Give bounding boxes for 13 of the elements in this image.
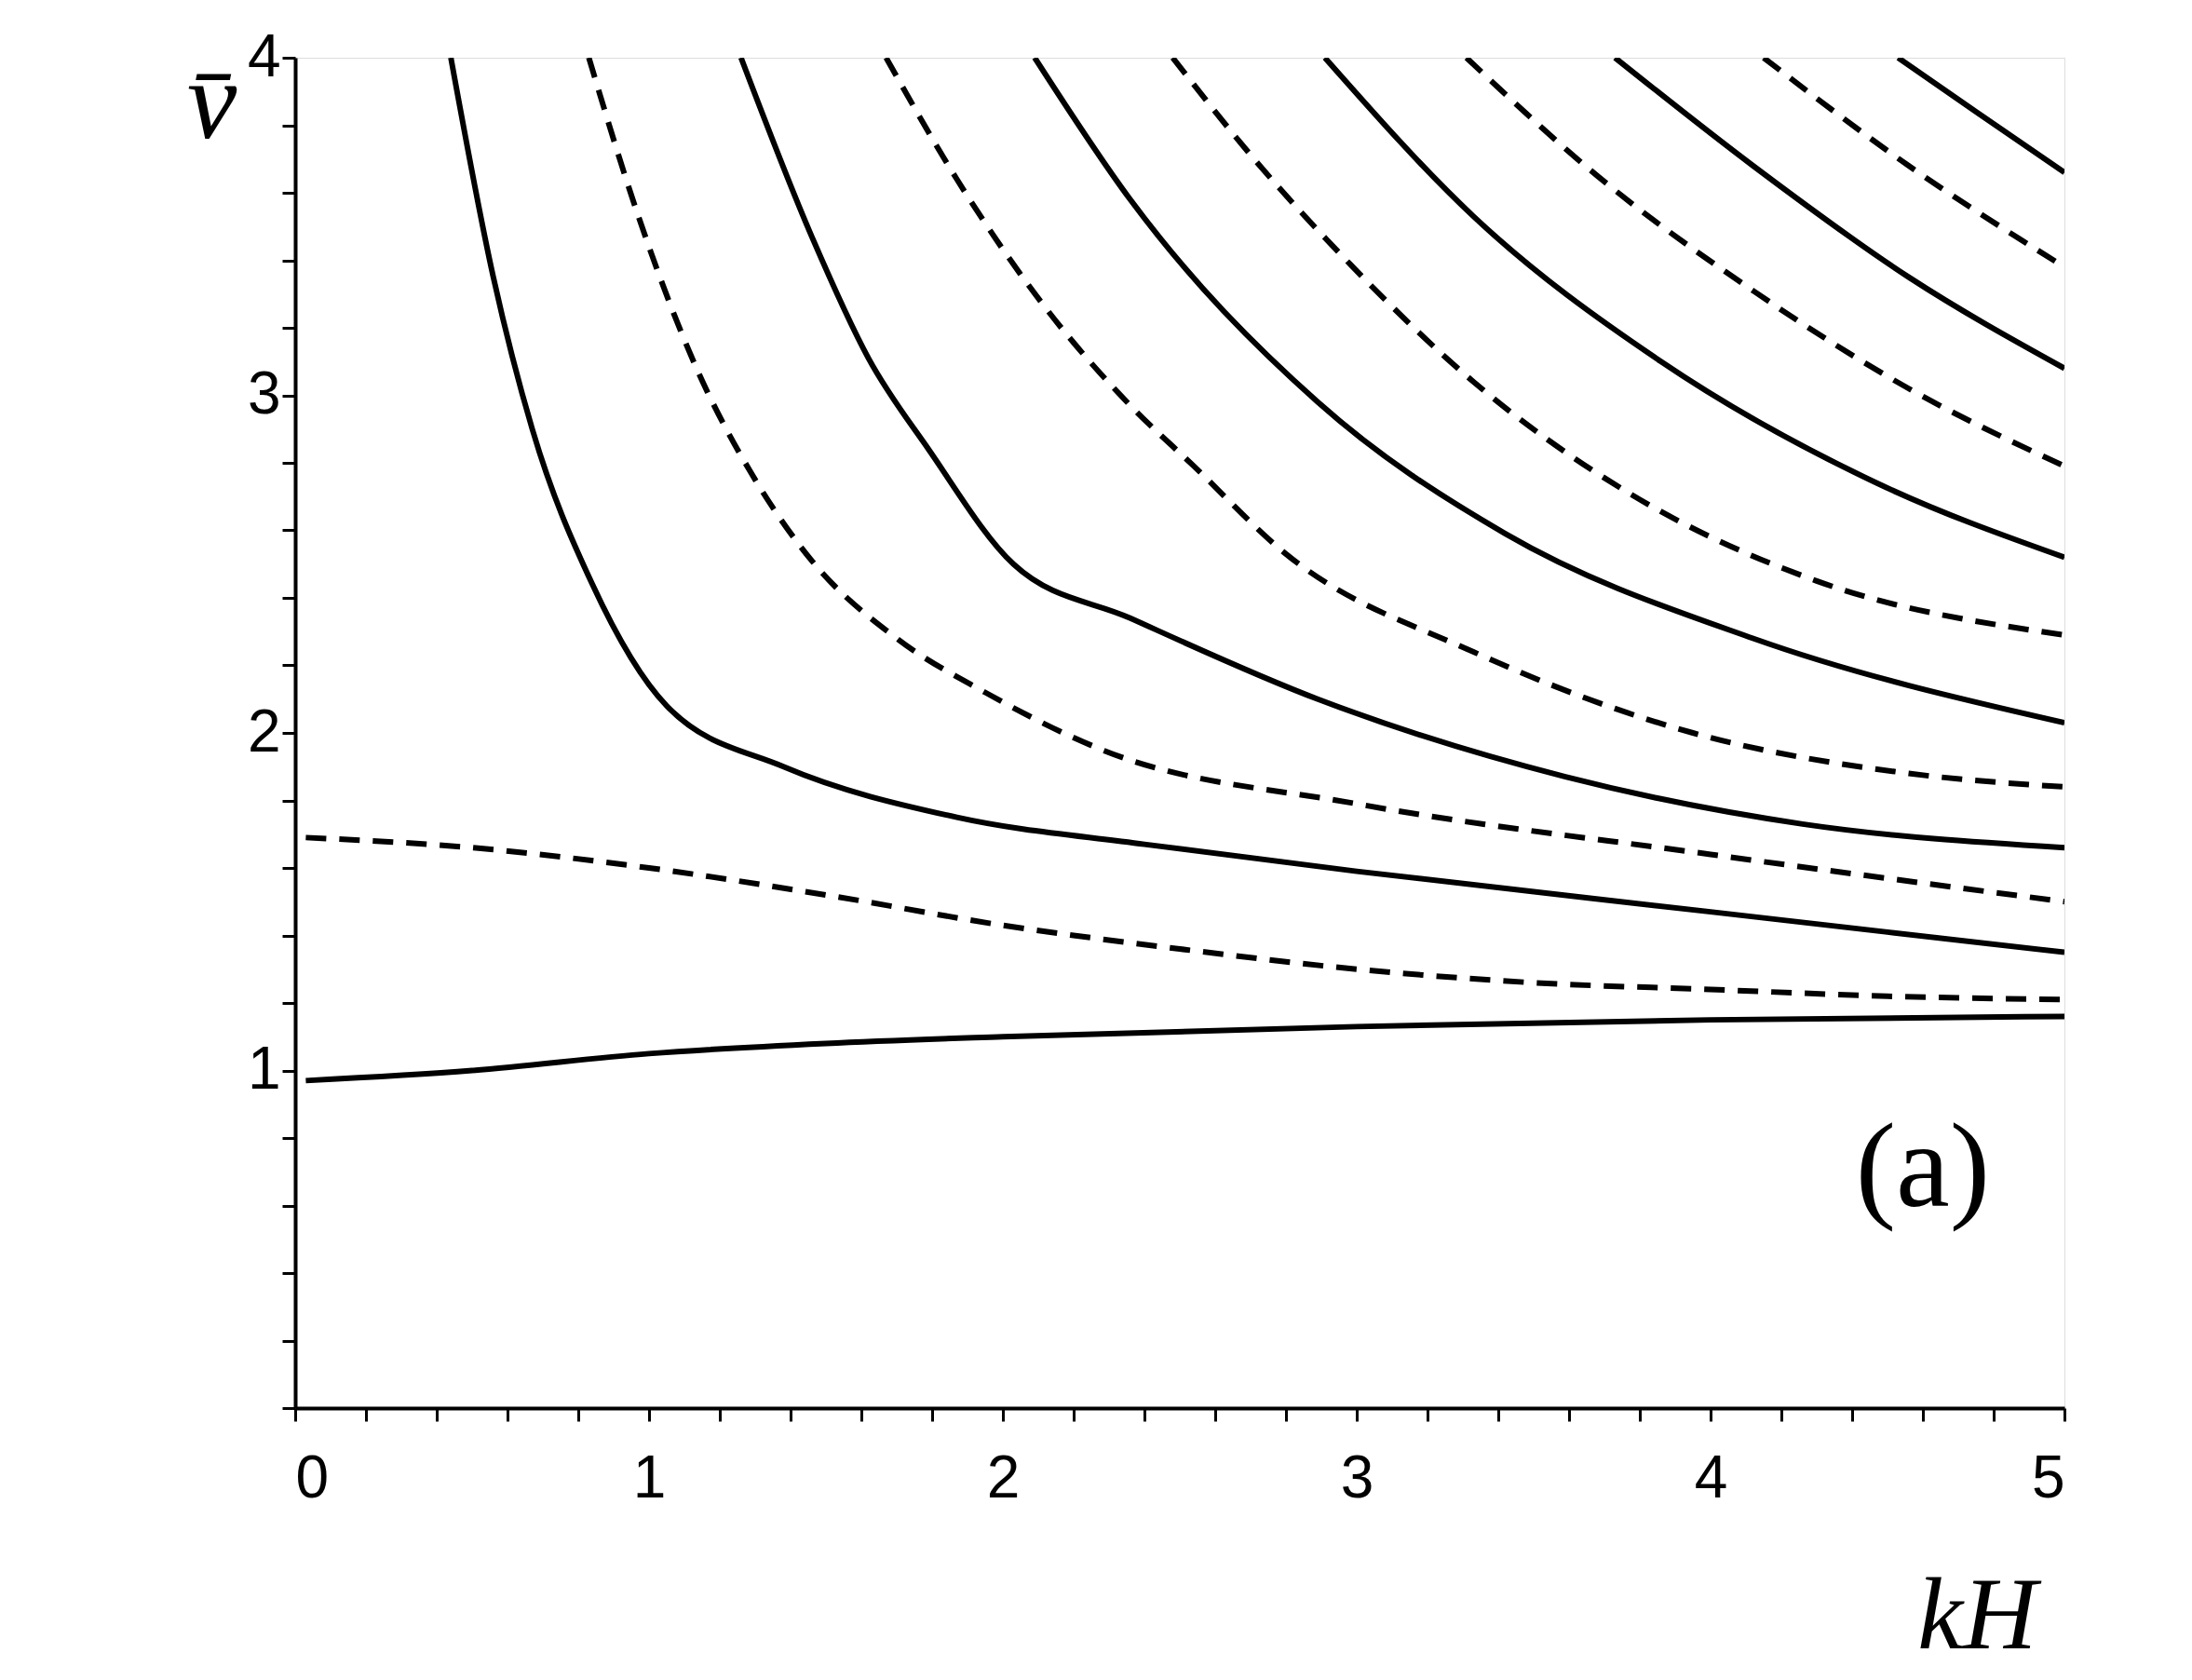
annotation: (a)	[1855, 1098, 1990, 1232]
y-tick-label: 4	[247, 21, 281, 89]
x-tick-label: 3	[1340, 1443, 1374, 1511]
y-tick-label: 1	[247, 1035, 281, 1102]
x-tick-label: 5	[2031, 1443, 2065, 1511]
x-tick-label: 0	[295, 1443, 330, 1511]
x-axis-title: kH	[1917, 1556, 2043, 1671]
y-tick-label: 2	[247, 697, 281, 765]
x-tick-label: 1	[632, 1443, 667, 1511]
y-tick-label: 3	[247, 359, 281, 427]
y-axis-title: v̄	[186, 37, 237, 162]
x-tick-label: 2	[986, 1443, 1021, 1511]
x-tick-label: 4	[1694, 1443, 1728, 1511]
